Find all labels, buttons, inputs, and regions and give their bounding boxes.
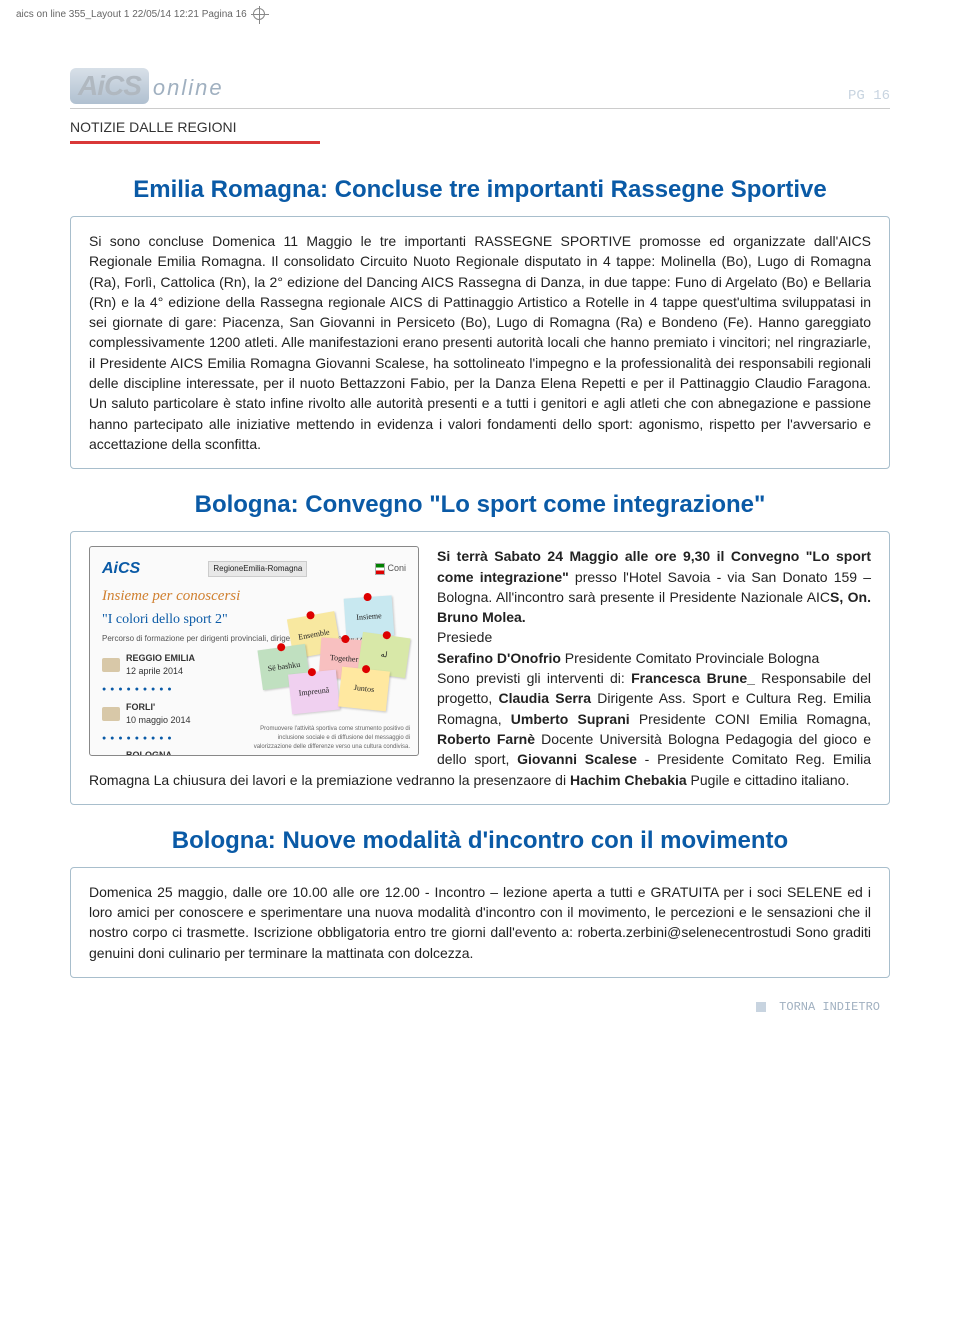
bold-text: Hachim Chebakia — [570, 772, 687, 788]
print-header: aics on line 355_Layout 1 22/05/14 12:21… — [0, 0, 960, 28]
article1-body: Si sono concluse Domenica 11 Maggio le t… — [89, 233, 871, 452]
body-text: Presidente Comitato Provinciale Bologna — [561, 650, 819, 666]
bold-text: Umberto Suprani — [511, 711, 630, 727]
article3-body: Domenica 25 maggio, dalle ore 10.00 alle… — [89, 884, 871, 961]
poster-coni-logo: Coni — [375, 562, 406, 575]
article1-title: Emilia Romagna: Concluse tre importanti … — [70, 176, 890, 204]
crop-mark-icon — [253, 8, 265, 20]
article3-box: Domenica 25 maggio, dalle ore 10.00 alle… — [70, 867, 890, 978]
article2-box: AiCS RegioneEmilia-Romagna Coni Insieme … — [70, 531, 890, 805]
brand-bar: AiCS online PG 16 — [70, 68, 890, 109]
body-text: Sono previsti gli interventi di: — [437, 670, 631, 686]
bold-text: Serafino D'Onofrio — [437, 650, 561, 666]
back-link-label: TORNA INDIETRO — [779, 1000, 880, 1014]
calendar-icon — [102, 658, 120, 672]
sticky-note: Juntos — [338, 667, 390, 712]
poster-region-badge: RegioneEmilia-Romagna — [208, 561, 307, 577]
bold-text: Roberto Farnè — [437, 731, 535, 747]
logo-text: online — [153, 75, 224, 101]
event-poster: AiCS RegioneEmilia-Romagna Coni Insieme … — [89, 546, 419, 756]
body-text: Presidente CONI Emilia Romagna, — [630, 711, 871, 727]
poster-event-text: FORLI'10 maggio 2014 — [126, 701, 191, 727]
body-text: Pugile e cittadino italiano. — [687, 772, 850, 788]
poster-sticky-notes: InsiemeEnsembleTogetherلهSë bashkuImpreu… — [260, 597, 410, 717]
bold-text: Giovanni Scalese — [517, 751, 637, 767]
logo-badge: AiCS — [70, 68, 149, 104]
back-link[interactable]: TORNA INDIETRO — [70, 1000, 890, 1014]
poster-event-text: BOLOGNA24 maggio 2014 — [126, 749, 191, 756]
sticky-note: Impreună — [288, 670, 340, 715]
bold-text: Claudia Serra — [498, 690, 591, 706]
calendar-icon — [102, 707, 120, 721]
brand-logo: AiCS online — [70, 68, 224, 104]
section-label: NOTIZIE DALLE REGIONI — [70, 115, 320, 144]
poster-event-text: REGGIO EMILIA12 aprile 2014 — [126, 652, 195, 678]
page-content: AiCS online PG 16 NOTIZIE DALLE REGIONI … — [0, 28, 960, 1044]
poster-aics-logo: AiCS — [102, 557, 140, 580]
article3-title: Bologna: Nuove modalità d'incontro con i… — [70, 827, 890, 855]
article2-title: Bologna: Convegno "Lo sport come integra… — [70, 491, 890, 519]
article1-box: Si sono concluse Domenica 11 Maggio le t… — [70, 216, 890, 469]
poster-footer: Promuovere l'attività sportiva come stru… — [250, 725, 410, 751]
body-text: Presiede — [437, 629, 492, 645]
poster-header: AiCS RegioneEmilia-Romagna Coni — [102, 557, 406, 580]
page-number: PG 16 — [848, 88, 890, 104]
bold-text: Francesca Brune_ — [631, 670, 755, 686]
crop-info: aics on line 355_Layout 1 22/05/14 12:21… — [16, 9, 247, 20]
